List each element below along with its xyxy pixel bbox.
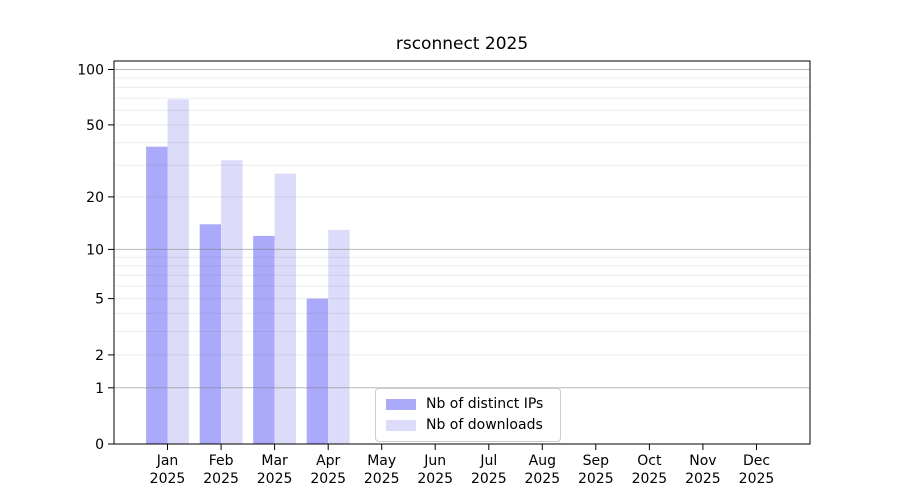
legend-item-downloads: Nb of downloads: [386, 417, 550, 434]
x-tick-label-jan: Jan 2025: [150, 453, 186, 487]
y-tick-label-10: 10: [86, 242, 104, 258]
bar-ips-mar: [253, 235, 275, 444]
y-tick-label-0: 0: [95, 437, 104, 453]
bar-downloads-apr: [328, 229, 350, 444]
bar-downloads-feb: [221, 160, 243, 445]
x-tick-label-oct: Oct 2025: [632, 453, 668, 487]
y-tick-label-2: 2: [95, 348, 104, 364]
x-tick-label-nov: Nov 2025: [685, 453, 721, 487]
legend-label-downloads: Nb of downloads: [426, 417, 543, 433]
x-tick-label-apr: Apr 2025: [310, 453, 346, 487]
legend-swatch-distinct-ips: [386, 399, 416, 410]
x-tick-label-feb: Feb 2025: [203, 453, 239, 487]
y-tick-label-1: 1: [95, 381, 104, 397]
x-axis: Jan 2025 Feb 2025 Mar 2025 Apr 2025 May 2025 Jun 20…: [150, 444, 775, 487]
bar-ips-feb: [199, 224, 222, 444]
bars-layer: [146, 99, 350, 445]
legend-swatch-downloads: [386, 420, 416, 431]
y-axis: 0 1 2 5 10 20 50 100: [77, 63, 114, 453]
x-tick-label-jul: Jul 2025: [471, 453, 507, 487]
legend-label-distinct-ips: Nb of distinct IPs: [426, 396, 544, 412]
bar-downloads-mar: [274, 173, 296, 444]
legend-item-distinct-ips: Nb of distinct IPs: [386, 396, 550, 413]
x-tick-label-mar: Mar 2025: [257, 453, 293, 487]
legend: Nb of distinct IPs Nb of downloads: [375, 388, 561, 442]
bar-downloads-jan: [167, 99, 189, 445]
x-tick-label-aug: Aug 2025: [524, 453, 560, 487]
y-tick-label-100: 100: [77, 63, 104, 79]
plot-frame: [113, 60, 811, 445]
x-tick-label-may: May 2025: [364, 453, 400, 487]
x-tick-label-dec: Dec 2025: [739, 453, 775, 487]
y-tick-label-5: 5: [95, 292, 104, 308]
x-tick-label-jun: Jun 2025: [417, 453, 453, 487]
gridlines: [114, 69, 810, 389]
chart-title: rsconnect 2025: [395, 34, 529, 54]
y-tick-label-20: 20: [86, 190, 104, 206]
y-tick-label-50: 50: [86, 118, 104, 134]
bar-ips-jan: [146, 146, 168, 444]
x-tick-label-sep: Sep 2025: [578, 453, 614, 487]
bar-ips-apr: [306, 298, 329, 444]
